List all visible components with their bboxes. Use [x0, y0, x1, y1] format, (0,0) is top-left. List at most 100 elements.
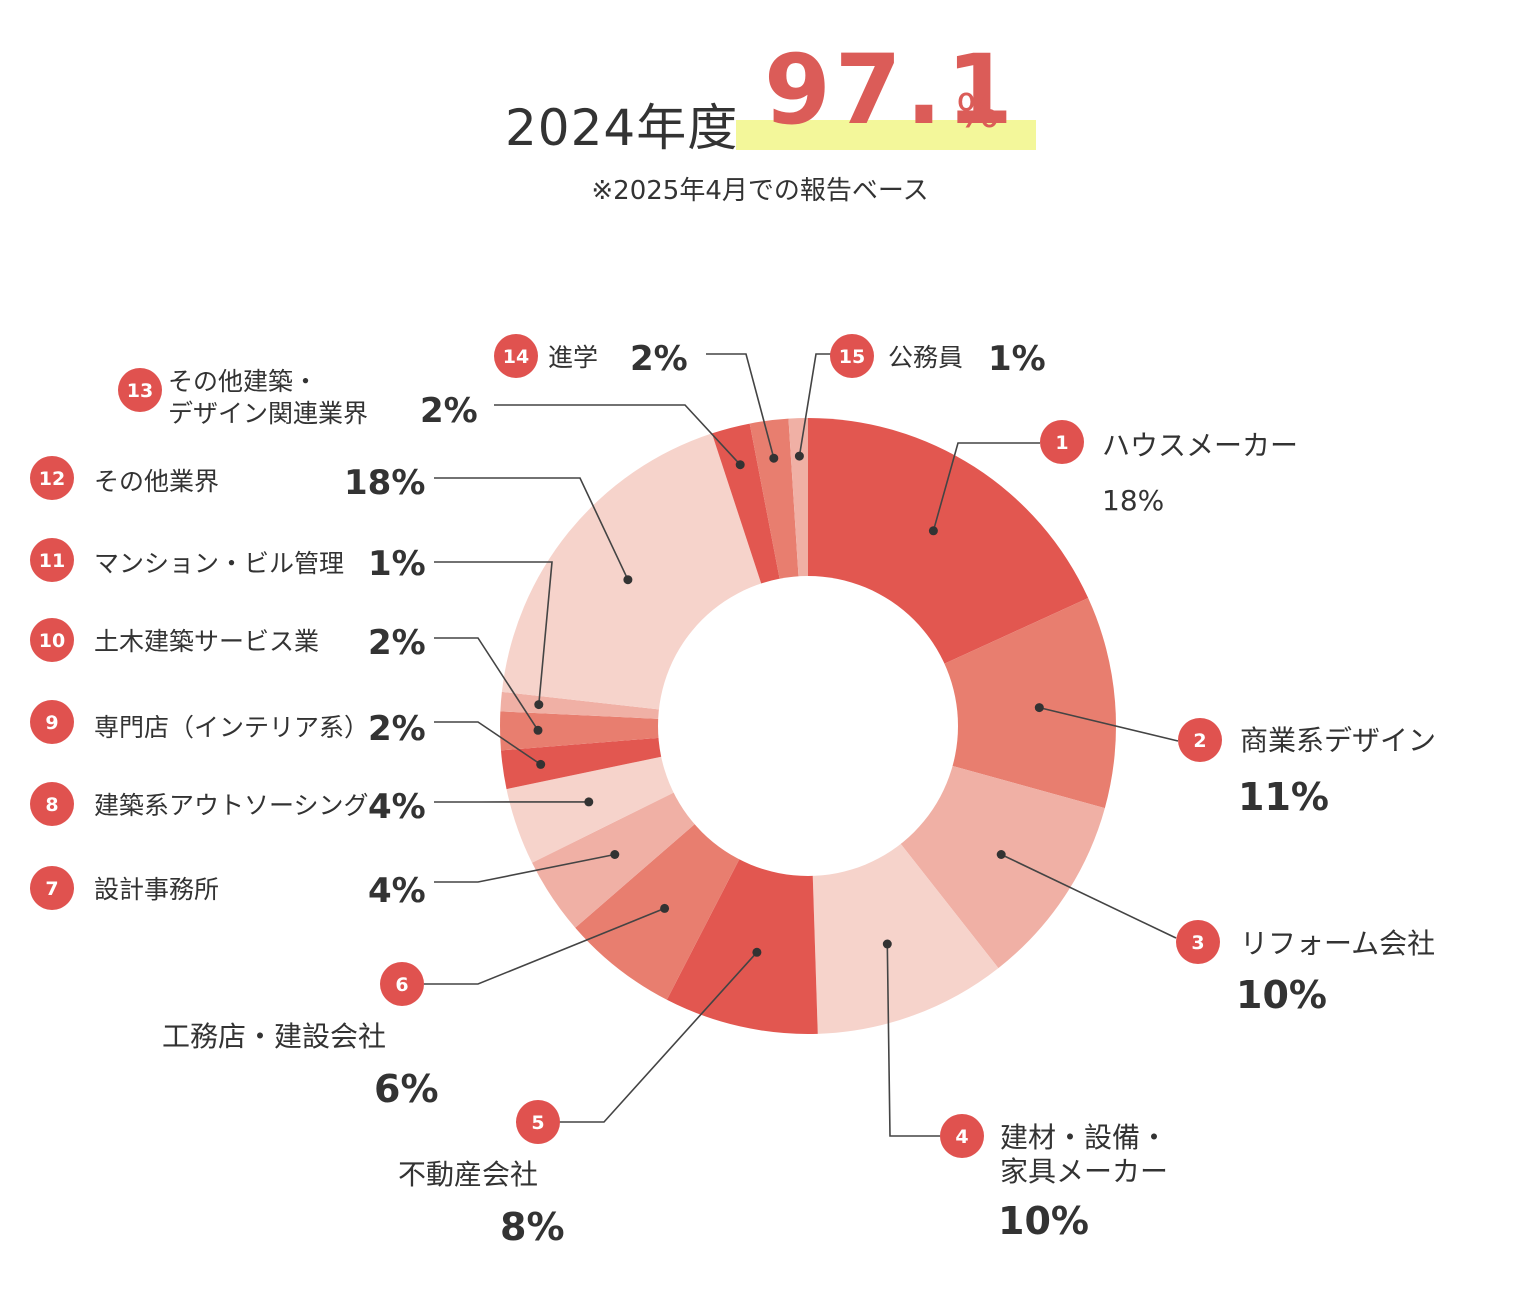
- badge-2: [1178, 718, 1222, 762]
- slice-value-10: 2%: [368, 623, 426, 663]
- badge-number-9: 9: [45, 712, 58, 734]
- slice-value-8: 4%: [368, 787, 426, 827]
- slice-value-3: 10%: [1236, 973, 1327, 1017]
- slice-value-6: 6%: [374, 1067, 439, 1111]
- slice-value-2: 11%: [1238, 775, 1329, 819]
- slice-labels: 1 ハウスメーカー 18% 2 商業系デザイン 11% 3 リフォーム会社 10% 4 建材・設備・…: [30, 334, 1436, 1249]
- leader-line-6: [424, 907, 665, 985]
- leader-dot-2: [1034, 703, 1044, 713]
- badge-1: [1040, 420, 1084, 464]
- slice-label-2: 商業系デザイン: [1240, 724, 1436, 757]
- badge-number-15: 15: [839, 346, 865, 368]
- leader-line-1: [932, 442, 1040, 532]
- leader-line-13: [494, 404, 741, 466]
- slice-label-6: 工務店・建設会社: [162, 1020, 386, 1053]
- employment-rate-value: 97.1: [764, 34, 1017, 146]
- slice-label-9: 専門店（インテリア系）: [94, 713, 369, 742]
- badge-7: [30, 866, 74, 910]
- badge-number-12: 12: [39, 468, 65, 490]
- badge-5: [516, 1100, 560, 1144]
- slice-label-11: マンション・ビル管理: [94, 549, 344, 578]
- badge-number-5: 5: [531, 1112, 544, 1134]
- badge-number-3: 3: [1191, 932, 1204, 954]
- slice-value-13: 2%: [420, 391, 478, 431]
- leader-dot-10: [533, 725, 543, 735]
- badge-number-6: 6: [395, 974, 408, 996]
- badge-6: [380, 962, 424, 1006]
- leader-line-12: [434, 477, 629, 581]
- leader-dot-6: [660, 903, 670, 913]
- slice-label-7: 設計事務所: [94, 875, 219, 904]
- leader-dot-15: [794, 451, 804, 461]
- report-note: ※2025年4月での報告ベース: [0, 170, 1520, 207]
- badge-number-2: 2: [1193, 730, 1206, 752]
- leader-dot-1: [928, 526, 938, 536]
- badge-14: [494, 334, 538, 378]
- badge-number-8: 8: [45, 794, 58, 816]
- badge-4: [940, 1114, 984, 1158]
- slice-value-12: 18%: [344, 463, 425, 503]
- badge-3: [1176, 920, 1220, 964]
- leader-dot-9: [536, 759, 546, 769]
- slice-label-12: その他業界: [94, 467, 219, 496]
- slice-label-13-line-2: デザイン関連業界: [168, 399, 368, 428]
- leader-dot-12: [623, 575, 633, 585]
- slice-label-14: 進学: [548, 343, 598, 372]
- donut-hole: [658, 576, 958, 876]
- slice-value-1: 18%: [1102, 484, 1164, 517]
- badge-number-1: 1: [1055, 432, 1068, 454]
- badge-number-13: 13: [127, 380, 153, 402]
- slice-2: [808, 598, 1116, 809]
- slice-value-5: 8%: [500, 1205, 565, 1249]
- slice-label-1: ハウスメーカー: [1102, 429, 1298, 462]
- leader-dot-11: [534, 700, 544, 710]
- slice-10: [500, 711, 808, 751]
- employment-rate-unit: %: [956, 84, 1000, 138]
- year-label: 2024年度: [505, 99, 739, 157]
- badge-number-10: 10: [39, 630, 65, 652]
- slice-label-4-line-1: 建材・設備・: [1000, 1121, 1168, 1154]
- slice-value-7: 4%: [368, 871, 426, 911]
- badge-12: [30, 456, 74, 500]
- leader-dot-8: [584, 797, 594, 807]
- badge-number-4: 4: [955, 1126, 968, 1148]
- badge-number-7: 7: [45, 878, 58, 900]
- slice-value-4: 10%: [998, 1199, 1089, 1243]
- leader-line-3: [1000, 853, 1177, 939]
- leader-line-15: [798, 353, 832, 457]
- rate-highlight-bar: [736, 120, 1036, 150]
- slice-value-9: 2%: [368, 709, 426, 749]
- leader-dot-5: [752, 947, 762, 957]
- leader-line-14: [706, 353, 775, 459]
- slice-value-11: 1%: [368, 544, 426, 584]
- badge-15: [830, 334, 874, 378]
- leader-line-9: [434, 721, 542, 766]
- slice-label-3: リフォーム会社: [1240, 927, 1435, 960]
- slice-label-4-line-2: 家具メーカー: [1000, 1155, 1168, 1188]
- leader-dot-7: [610, 850, 620, 859]
- leader-line-10: [434, 637, 539, 731]
- leader-line-2: [1039, 706, 1179, 742]
- badge-8: [30, 782, 74, 826]
- leader-lines: [424, 353, 1179, 1137]
- leader-line-7: [434, 853, 615, 883]
- slice-label-13-line-1: その他建築・: [168, 367, 318, 396]
- slice-label-10: 土木建築サービス業: [94, 627, 319, 656]
- leader-line-4: [886, 943, 940, 1137]
- badge-number-14: 14: [503, 346, 529, 368]
- report-note-text: ※2025年4月での報告ベース: [591, 176, 929, 206]
- badge-number-11: 11: [39, 550, 65, 572]
- chart-header: 2024年度 97.1 % ※2025年4月での報告ベース: [0, 0, 1520, 220]
- leader-dot-14: [769, 453, 779, 463]
- badge-13: [118, 368, 162, 412]
- slice-label-15: 公務員: [888, 343, 963, 372]
- badge-10: [30, 618, 74, 662]
- slice-value-14: 2%: [630, 339, 688, 379]
- badge-11: [30, 538, 74, 582]
- slice-label-5: 不動産会社: [398, 1158, 538, 1191]
- leader-line-11: [434, 561, 553, 705]
- badge-9: [30, 700, 74, 744]
- slice-label-8: 建築系アウトソーシング: [94, 791, 369, 820]
- leader-dot-13: [735, 460, 745, 470]
